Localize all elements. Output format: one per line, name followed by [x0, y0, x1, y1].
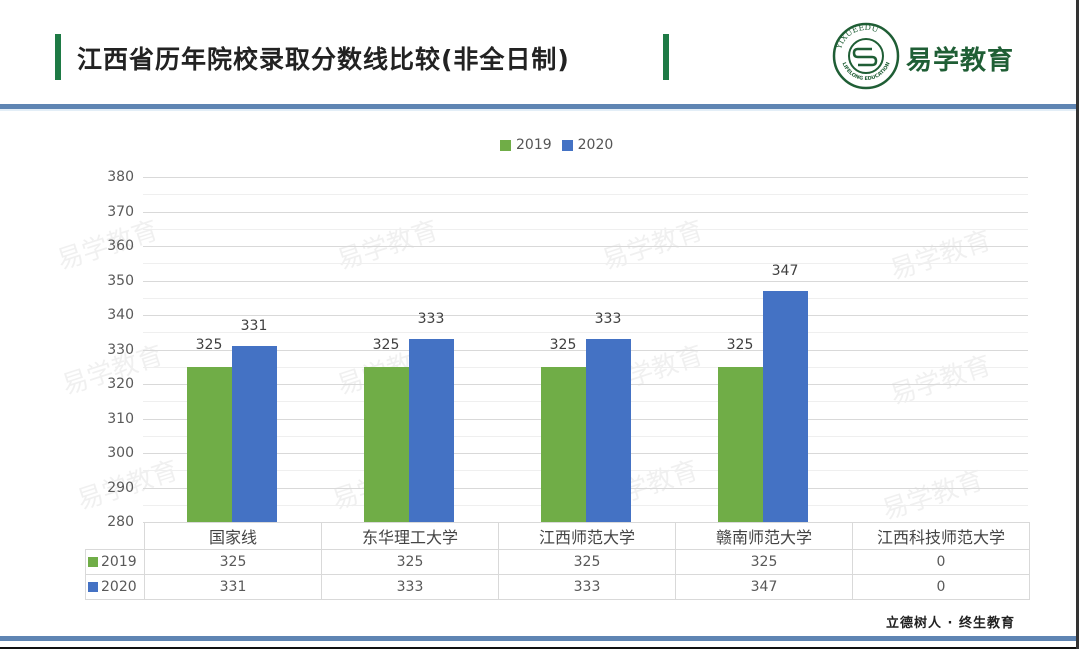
- table-cell: 325: [144, 549, 322, 575]
- table-category: 江西师范大学: [498, 522, 676, 550]
- gridline: [143, 298, 1028, 299]
- table-cell: 325: [498, 549, 676, 575]
- bar-2020: [409, 339, 454, 522]
- table-row-header: 2020: [85, 574, 145, 600]
- legend-label: 2019: [516, 137, 552, 153]
- legend-item-2020: 2020: [561, 137, 614, 153]
- bar-2020: [586, 339, 631, 522]
- legend-key-blue-icon: [88, 582, 98, 592]
- gridline: [143, 332, 1028, 333]
- bar-2020: [763, 291, 808, 522]
- gridline: [143, 212, 1028, 213]
- y-tick: 290: [107, 480, 134, 496]
- gridline: [143, 229, 1028, 230]
- bar-value-label: 325: [726, 337, 754, 353]
- table-cell: 331: [144, 574, 322, 600]
- bar-value-label: 333: [417, 311, 445, 327]
- table-row-header: 2019: [85, 549, 145, 575]
- bar-2019: [718, 367, 763, 522]
- bar-value-label: 325: [372, 337, 400, 353]
- table-header-row: 国家线 东华理工大学 江西师范大学 赣南师范大学 江西科技师范大学: [86, 522, 1030, 550]
- table-category: 江西科技师范大学: [852, 522, 1030, 550]
- legend-key-green-icon: [88, 557, 98, 567]
- table-cell: 333: [321, 574, 499, 600]
- y-tick: 360: [107, 238, 134, 254]
- legend-swatch-green: [500, 139, 511, 151]
- title-marker-left: [55, 34, 61, 80]
- bar-value-label: 325: [549, 337, 577, 353]
- header-divider: [0, 104, 1079, 109]
- table-cell: 325: [321, 549, 499, 575]
- table-category: 赣南师范大学: [675, 522, 853, 550]
- y-tick: 340: [107, 307, 134, 323]
- svg-text:YIXUEEDU: YIXUEEDU: [834, 23, 880, 51]
- footer-divider: [0, 636, 1079, 641]
- table-cell: 333: [498, 574, 676, 600]
- y-tick: 300: [107, 445, 134, 461]
- y-tick: 320: [107, 376, 134, 392]
- y-tick: 350: [107, 273, 134, 289]
- gridline: [143, 281, 1028, 282]
- legend-swatch-blue: [561, 139, 573, 151]
- legend-label: 2020: [577, 137, 614, 153]
- y-tick: 280: [107, 514, 134, 530]
- header-divider-shadow: [0, 109, 1079, 111]
- gridline: [143, 194, 1028, 195]
- bar-2019: [364, 367, 409, 522]
- table-category: 东华理工大学: [321, 522, 499, 550]
- gridline: [143, 350, 1028, 351]
- table-category: 国家线: [144, 522, 322, 550]
- row-label: 2019: [101, 554, 137, 570]
- gridline: [143, 263, 1028, 264]
- chart-legend: 2019 2020: [500, 137, 617, 153]
- table-cell: 347: [675, 574, 853, 600]
- y-tick: 370: [107, 204, 134, 220]
- bar-value-label: 331: [240, 318, 268, 334]
- title-marker-right: [663, 34, 669, 80]
- bar-2019: [541, 367, 586, 522]
- bar-value-label: 325: [195, 337, 223, 353]
- bar-value-label: 347: [771, 263, 799, 279]
- table-cell: 0: [852, 549, 1030, 575]
- legend-item-2019: 2019: [500, 137, 552, 153]
- bar-value-label: 333: [594, 311, 622, 327]
- table-row: 2020 331 333 333 347 0: [85, 574, 1030, 600]
- brand-logo-icon: YIXUEEDU LIFELONG EDUCATION: [832, 22, 900, 90]
- bar-2020: [232, 346, 277, 522]
- table-corner: [86, 523, 145, 550]
- table-cell: 0: [852, 574, 1030, 600]
- y-tick: 310: [107, 411, 134, 427]
- table-cell: 325: [675, 549, 853, 575]
- page-title: 江西省历年院校录取分数线比较(非全日制): [77, 45, 570, 74]
- row-label: 2020: [101, 579, 137, 595]
- table-row: 2019 325 325 325 325 0: [85, 549, 1030, 575]
- chart-data-table: 国家线 东华理工大学 江西师范大学 赣南师范大学 江西科技师范大学 2019 3…: [85, 522, 1030, 600]
- bar-2019: [187, 367, 232, 522]
- footer-slogan: 立德树人 · 终生教育: [886, 616, 1015, 631]
- brand-name: 易学教育: [906, 46, 1015, 76]
- y-tick: 380: [107, 169, 134, 185]
- gridline: [143, 177, 1028, 178]
- plot-area: 325 331 325 333 325 333 325 347: [143, 177, 1028, 523]
- gridline: [143, 246, 1028, 247]
- y-tick: 330: [107, 342, 134, 358]
- right-edge: [1076, 0, 1079, 649]
- title-bar: 江西省历年院校录取分数线比较(非全日制): [55, 34, 670, 80]
- bottom-edge: [0, 647, 1079, 649]
- gridline: [143, 315, 1028, 316]
